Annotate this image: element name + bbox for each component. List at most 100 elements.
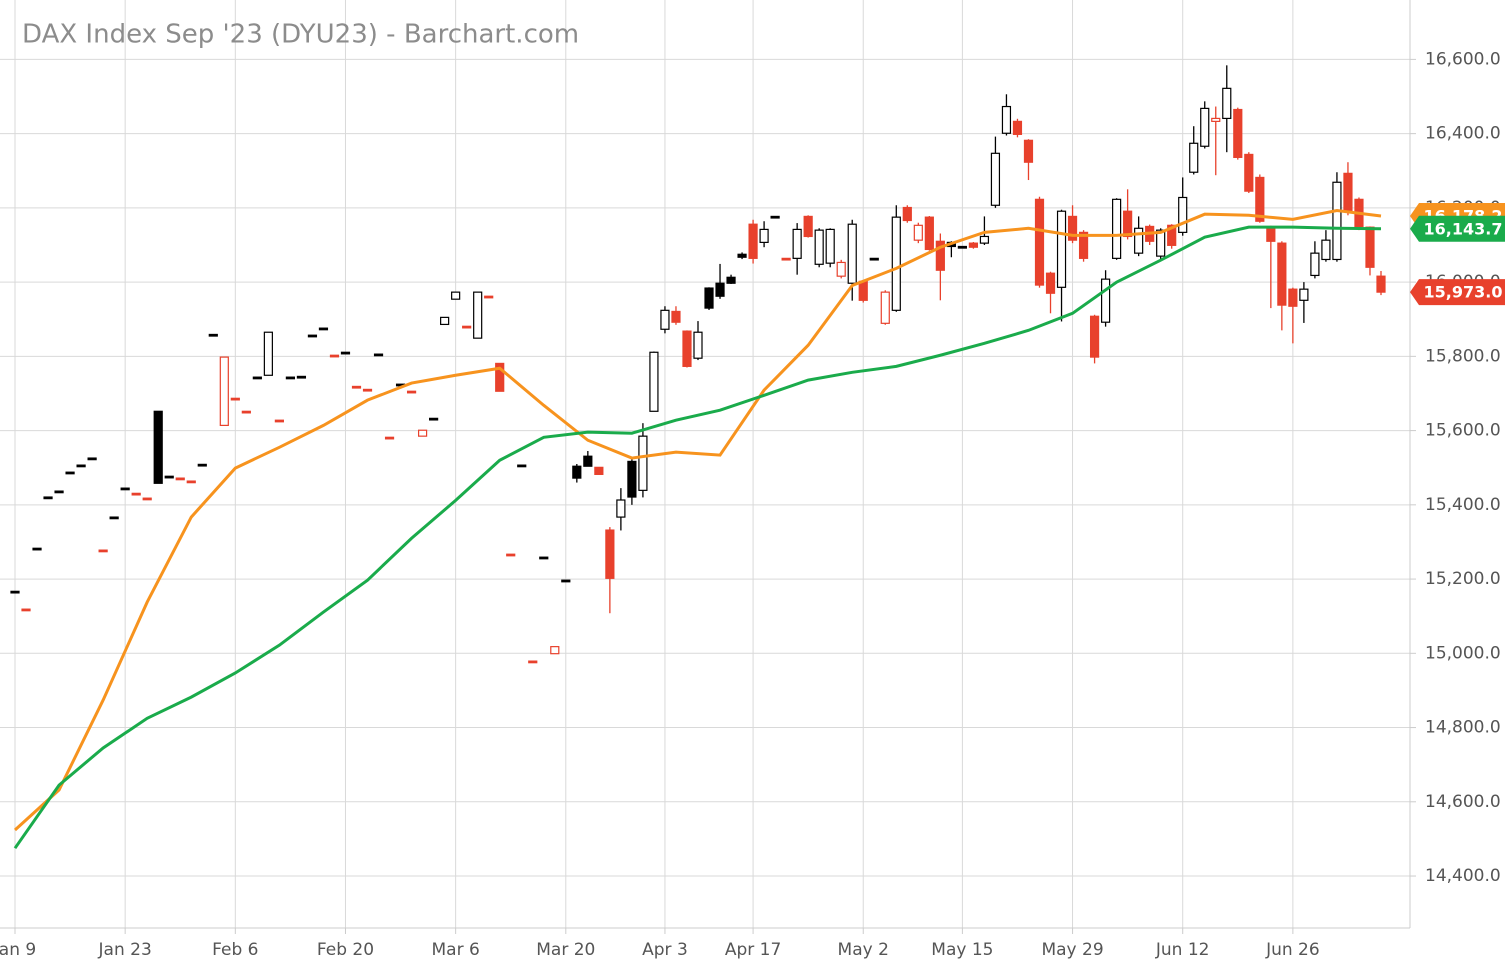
- y-tick-label: 15,600.0: [1425, 421, 1501, 441]
- chart-title: DAX Index Sep '23 (DYU23) - Barchart.com: [22, 20, 579, 50]
- candle-body: [1200, 107, 1210, 147]
- candle-body: [660, 309, 670, 330]
- candle-body: [737, 253, 747, 258]
- candle-body: [10, 590, 20, 594]
- candle-body: [924, 216, 934, 251]
- x-tick-label: Mar 20: [536, 940, 595, 960]
- x-tick-label: Mar 6: [431, 940, 479, 960]
- candle-body: [979, 235, 990, 244]
- candle-body: [462, 325, 472, 329]
- candle-body: [473, 291, 483, 339]
- candle-body: [726, 276, 736, 284]
- candle-body: [847, 223, 857, 284]
- candle-body: [825, 228, 835, 264]
- candle-body: [517, 464, 527, 468]
- candle-body: [506, 553, 516, 557]
- moving-average-line: [13, 225, 1382, 850]
- candle-body: [715, 282, 725, 297]
- candle-body: [296, 375, 307, 379]
- candle-body: [968, 242, 979, 248]
- x-tick-label: May 2: [838, 940, 889, 960]
- candle-body: [307, 334, 318, 338]
- candle-body: [1321, 239, 1331, 261]
- candle-body: [792, 228, 802, 259]
- candle-body: [913, 224, 923, 241]
- candle-body: [1332, 181, 1342, 261]
- y-tick-label: 15,200.0: [1425, 569, 1501, 589]
- candle-body: [340, 351, 351, 355]
- candle-body: [76, 464, 86, 468]
- candle-body: [1365, 226, 1375, 268]
- candle-body: [230, 397, 240, 401]
- price-badge-label: 16,143.7: [1424, 219, 1503, 238]
- y-tick-label: 15,400.0: [1425, 495, 1501, 515]
- candle-body: [1100, 278, 1111, 323]
- candle-body: [495, 362, 505, 392]
- candle-body: [1233, 108, 1243, 158]
- candle-body: [1189, 142, 1199, 173]
- candle-body: [1045, 272, 1056, 294]
- candle-body: [528, 660, 538, 664]
- candle-body: [429, 417, 439, 421]
- y-tick-label: 14,400.0: [1425, 866, 1501, 886]
- candle-body: [43, 496, 53, 500]
- candle-body: [87, 457, 97, 461]
- y-tick-label: 14,800.0: [1425, 718, 1501, 738]
- candle-body: [21, 608, 31, 612]
- candle-body: [935, 240, 945, 271]
- candle-body: [131, 492, 141, 496]
- candle-body: [329, 354, 340, 358]
- candle-body: [1222, 87, 1232, 120]
- candle-body: [109, 516, 119, 520]
- candle-body: [417, 429, 428, 437]
- x-tick-label: Feb 20: [317, 940, 374, 960]
- candle-body: [208, 333, 218, 337]
- candle-body: [671, 310, 681, 323]
- candle-body: [704, 287, 714, 309]
- candle-body: [1310, 252, 1320, 277]
- candle-body: [120, 487, 130, 491]
- candle-body: [561, 579, 571, 583]
- x-tick-label: Jun 12: [1155, 940, 1210, 960]
- candle-body: [484, 295, 494, 299]
- moving-average-line: [13, 208, 1382, 832]
- candle-body: [803, 215, 813, 238]
- candle-body: [1255, 176, 1265, 222]
- candle-body: [54, 490, 64, 494]
- candle-body: [1001, 105, 1012, 134]
- candle-body: [263, 331, 273, 376]
- candle-body: [65, 471, 75, 475]
- candle-body: [274, 419, 284, 423]
- candle-body: [1078, 231, 1089, 259]
- y-tick-label: 16,600.0: [1425, 49, 1501, 69]
- x-tick-label: May 15: [931, 940, 993, 960]
- candle-body: [1034, 198, 1045, 286]
- x-tick-label: May 29: [1041, 940, 1103, 960]
- candle-body: [451, 291, 461, 300]
- candle-body: [142, 497, 152, 501]
- candle-body: [153, 410, 163, 484]
- candle-body: [1244, 153, 1254, 192]
- candle-body: [682, 330, 692, 367]
- candle-body: [285, 376, 296, 380]
- candle-body: [252, 376, 262, 380]
- candle-body: [219, 356, 229, 426]
- candle-body: [649, 351, 659, 412]
- candle-body: [1288, 288, 1298, 307]
- candle-body: [351, 385, 362, 389]
- candle-body: [362, 388, 373, 392]
- candle-body: [869, 257, 879, 261]
- candle-body: [902, 206, 912, 222]
- price-badge-label: 15,973.0: [1424, 283, 1503, 302]
- candle-body: [583, 455, 593, 467]
- candle-body: [891, 216, 901, 311]
- x-tick-label: Jun 26: [1265, 940, 1320, 960]
- candle-body: [770, 215, 780, 219]
- candle-body: [539, 556, 549, 560]
- candle-body: [957, 245, 967, 249]
- candle-body: [1012, 120, 1023, 135]
- candle-body: [1266, 226, 1276, 242]
- x-tick-label: Apr 3: [642, 940, 688, 960]
- candle-body: [616, 499, 626, 518]
